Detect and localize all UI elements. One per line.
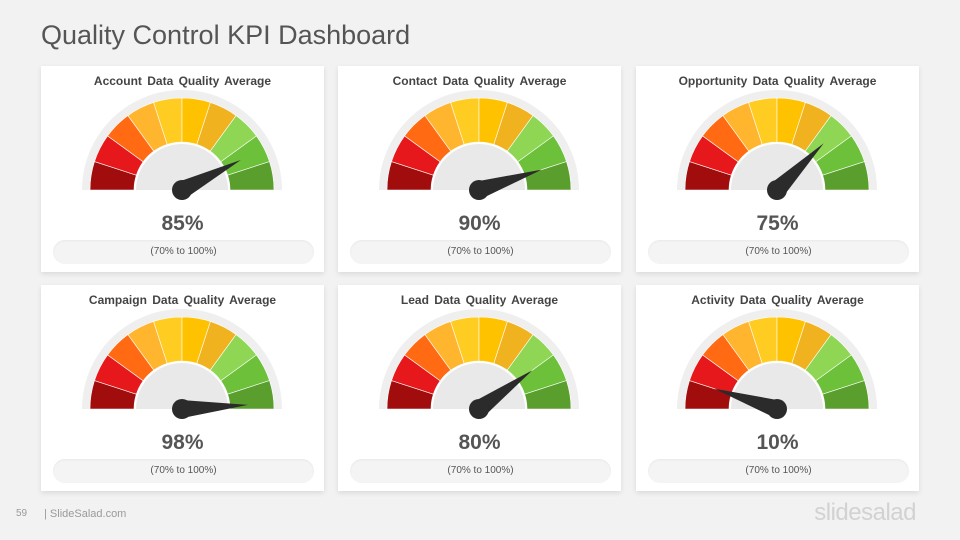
gauge-needle-pivot: [767, 399, 787, 419]
gauge-needle-pivot: [172, 399, 192, 419]
kpi-value: 90%: [458, 212, 501, 235]
gauge-needle: [476, 169, 542, 199]
kpi-value: 80%: [458, 431, 501, 454]
gauge-chart: [677, 90, 877, 204]
kpi-value: 10%: [756, 431, 799, 454]
range-pill: (70% to 100%): [350, 459, 611, 483]
range-pill: (70% to 100%): [648, 240, 909, 264]
kpi-value: 98%: [161, 431, 204, 454]
gauge-needle-pivot: [469, 180, 489, 200]
gauge-hub: [136, 363, 228, 409]
card-title: Contact Data Quality Average: [392, 74, 567, 88]
gauge-hub: [731, 144, 823, 190]
page-title: Quality Control KPI Dashboard: [41, 20, 411, 50]
gauge-chart: [677, 309, 877, 423]
gauge-needle-pivot: [767, 180, 787, 200]
gauge-needle-pivot: [469, 399, 489, 419]
gauge-needle: [177, 160, 241, 199]
range-pill: (70% to 100%): [53, 459, 314, 483]
footer-site-link[interactable]: | SlideSalad.com: [44, 508, 127, 520]
gauge-chart: [379, 309, 579, 423]
gauge-chart: [379, 90, 579, 204]
kpi-value: 85%: [161, 212, 204, 235]
kpi-card: Contact Data Quality Average 90% (70% to…: [338, 66, 621, 272]
page-number: 59: [16, 508, 28, 519]
brand-logo: slidesalad: [814, 499, 916, 526]
card-title: Lead Data Quality Average: [400, 293, 559, 307]
card-title: Opportunity Data Quality Average: [678, 74, 877, 88]
gauge-needle: [181, 400, 248, 418]
range-pill: (70% to 100%): [53, 240, 314, 264]
kpi-card: Opportunity Data Quality Average 75% (70…: [636, 66, 919, 272]
gauge-chart: [82, 309, 282, 423]
kpi-value: 75%: [756, 212, 799, 235]
range-pill: (70% to 100%): [350, 240, 611, 264]
card-title: Activity Data Quality Average: [691, 293, 864, 307]
gauge-needle: [714, 388, 780, 418]
kpi-card: Campaign Data Quality Average 98% (70% t…: [41, 285, 324, 491]
kpi-card: Activity Data Quality Average 10% (70% t…: [636, 285, 919, 491]
gauge-chart: [82, 90, 282, 204]
kpi-card: Account Data Quality Average 85% (70% to…: [41, 66, 324, 272]
card-title: Campaign Data Quality Average: [88, 293, 277, 307]
card-title: Account Data Quality Average: [93, 74, 272, 88]
range-pill: (70% to 100%): [648, 459, 909, 483]
gauge-needle-pivot: [172, 180, 192, 200]
gauge-needle: [473, 370, 533, 417]
kpi-card: Lead Data Quality Average 80% (70% to 10…: [338, 285, 621, 491]
